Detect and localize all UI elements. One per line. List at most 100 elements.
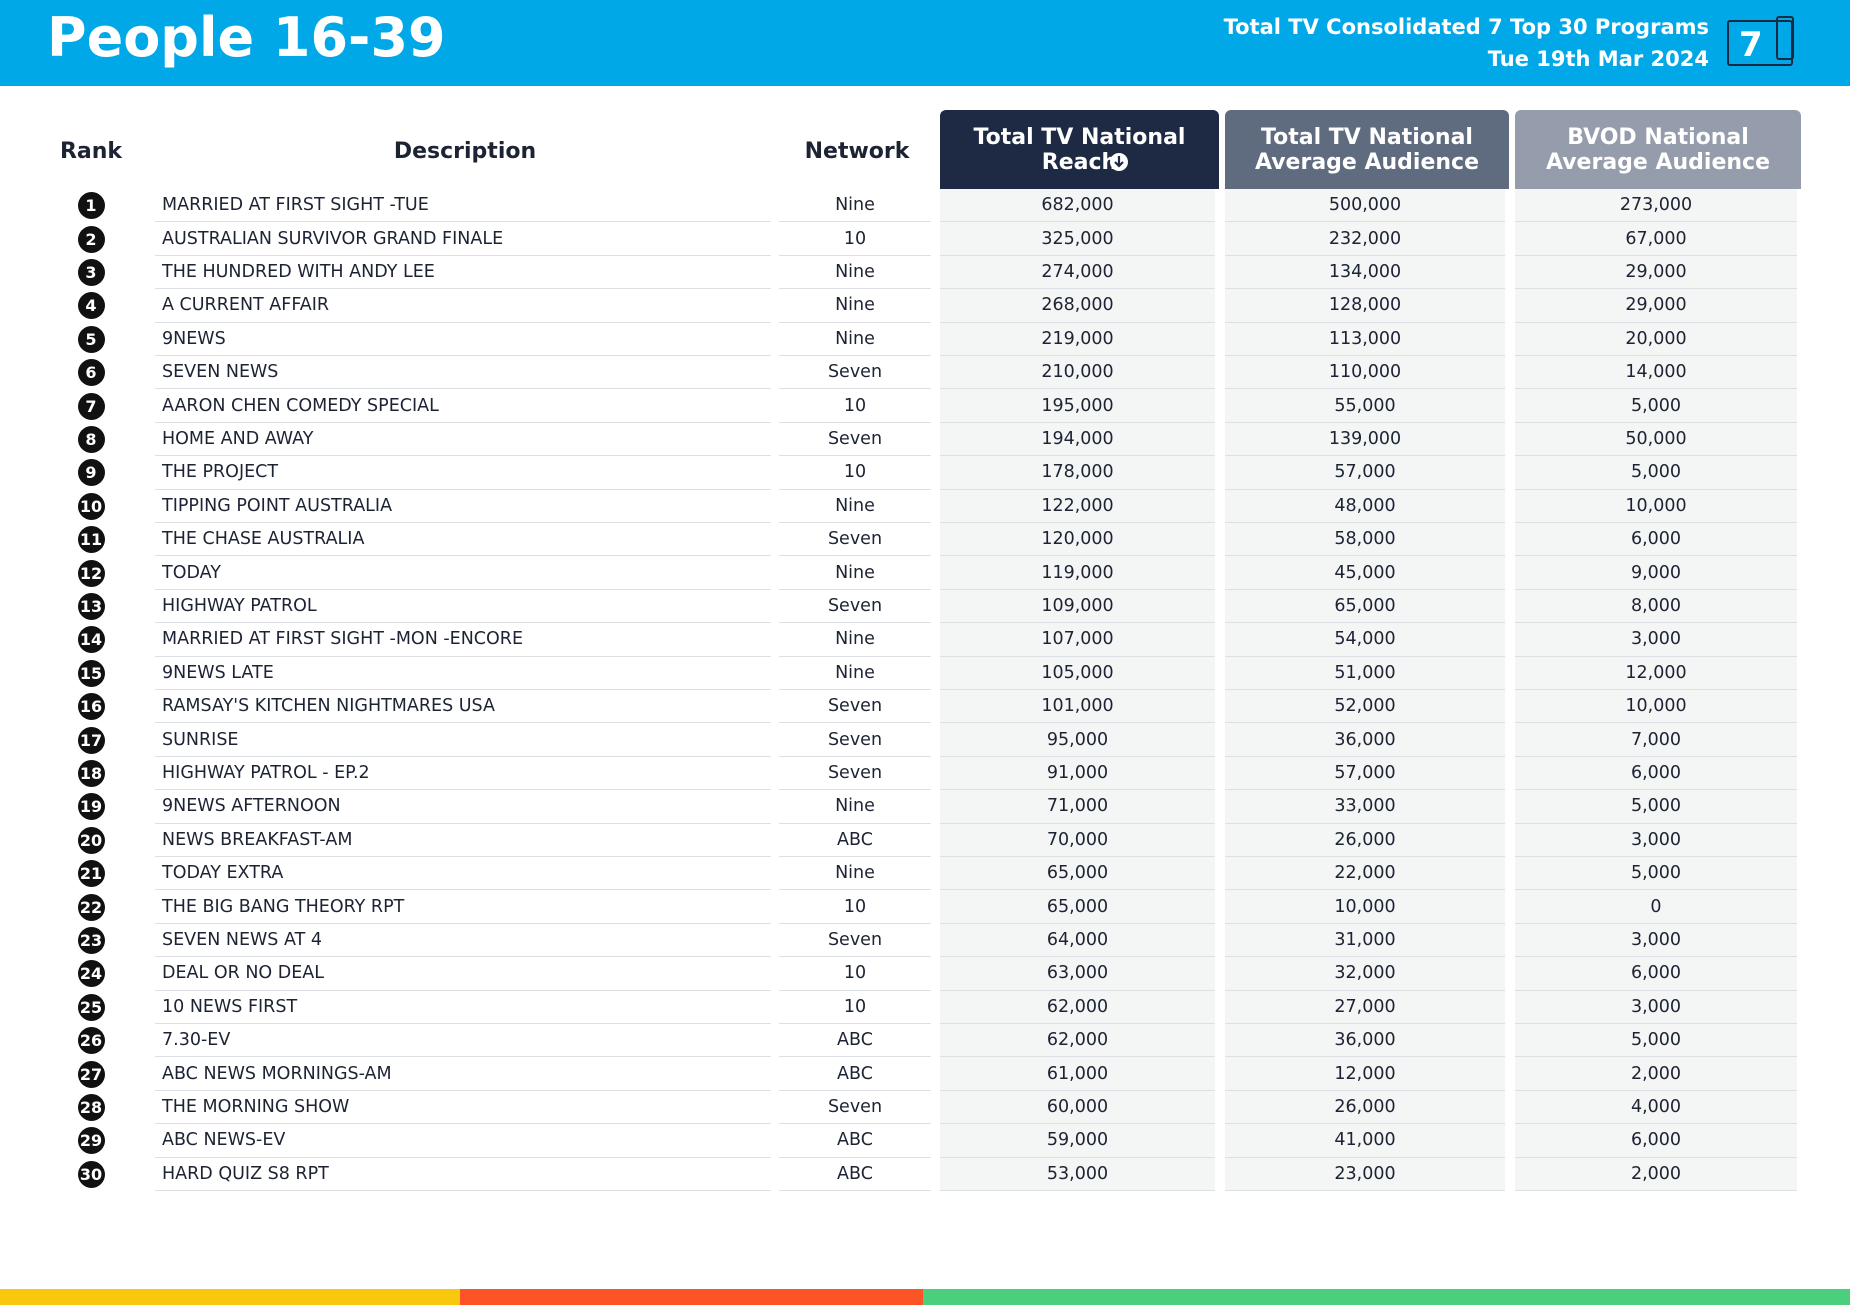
- description-cell: ABC NEWS MORNINGS-AM: [155, 1057, 771, 1091]
- rank-cell: 15: [50, 657, 132, 690]
- description-cell: 9NEWS AFTERNOON: [155, 790, 771, 824]
- network-cell: Nine: [779, 189, 931, 223]
- network-cell: ABC: [779, 1124, 931, 1158]
- description-cell: 10 NEWS FIRST: [155, 991, 771, 1024]
- reach-cell: 210,000: [940, 356, 1215, 390]
- network-cell: 10: [779, 890, 931, 924]
- bvod-audience-cell: 4,000: [1515, 1090, 1797, 1125]
- average-audience-cell: 500,000: [1225, 189, 1505, 223]
- average-audience-cell: 26,000: [1225, 823, 1505, 857]
- rank-badge: 23: [77, 926, 105, 954]
- network-cell: ABC: [779, 824, 931, 857]
- column-header: Description: [393, 138, 537, 164]
- rank-cell: 4: [50, 289, 132, 322]
- description-cell: A CURRENT AFFAIR: [155, 289, 771, 323]
- average-audience-cell: 55,000: [1225, 389, 1505, 423]
- reach-cell: 268,000: [940, 289, 1215, 323]
- rank-badge: 3: [77, 258, 105, 286]
- network-cell: Seven: [779, 924, 931, 958]
- average-audience-cell: 12,000: [1225, 1057, 1505, 1091]
- average-audience-cell: 41,000: [1225, 1124, 1505, 1158]
- description-cell: HIGHWAY PATROL: [155, 590, 771, 624]
- average-audience-cell: 54,000: [1225, 623, 1505, 657]
- network-cell: Seven: [779, 523, 931, 557]
- bvod-audience-cell: 5,000: [1515, 1024, 1797, 1058]
- reach-cell: 62,000: [940, 1024, 1215, 1058]
- bvod-audience-cell: 7,000: [1515, 723, 1797, 757]
- rank-badge: 22: [77, 893, 105, 921]
- average-audience-cell: 139,000: [1225, 422, 1505, 457]
- bvod-audience-cell: 50,000: [1515, 422, 1797, 457]
- page-title: People 16-39: [47, 6, 446, 69]
- description-cell: NEWS BREAKFAST-AM: [155, 824, 771, 857]
- rank-cell: 16: [50, 690, 132, 723]
- rank-cell: 19: [50, 790, 132, 823]
- description-cell: DEAL OR NO DEAL: [155, 957, 771, 991]
- rank-badge: 20: [77, 826, 105, 854]
- network-cell: Seven: [779, 757, 931, 791]
- description-cell: THE PROJECT: [155, 456, 771, 490]
- description-cell: AARON CHEN COMEDY SPECIAL: [155, 389, 771, 423]
- rank-badge: 10: [77, 492, 105, 520]
- reach-cell: 119,000: [940, 556, 1215, 590]
- bvod-audience-cell: 5,000: [1515, 389, 1797, 423]
- reach-cell: 109,000: [940, 589, 1215, 624]
- average-audience-cell: 57,000: [1225, 456, 1505, 490]
- bvod-audience-cell: 3,000: [1515, 990, 1797, 1024]
- rank-badge: 21: [77, 860, 105, 888]
- rank-cell: 18: [50, 757, 132, 790]
- reach-cell: 178,000: [940, 456, 1215, 490]
- reach-cell: 682,000: [940, 189, 1215, 223]
- bvod-audience-cell: 5,000: [1515, 790, 1797, 824]
- bvod-audience-cell: 8,000: [1515, 589, 1797, 624]
- description-cell: THE BIG BANG THEORY RPT: [155, 890, 771, 924]
- description-cell: SUNRISE: [155, 723, 771, 757]
- rank-badge: 8: [77, 425, 105, 453]
- description-cell: HOME AND AWAY: [155, 423, 771, 457]
- rank-badge: 6: [77, 359, 105, 387]
- bvod-audience-cell: 3,000: [1515, 823, 1797, 857]
- header-bar: People 16-39 Total TV Consolidated 7 Top…: [0, 0, 1850, 86]
- bvod-audience-cell: 3,000: [1515, 623, 1797, 657]
- bvod-audience-cell: 0: [1515, 890, 1797, 924]
- bvod-audience-cell: 29,000: [1515, 289, 1797, 323]
- description-cell: 9NEWS LATE: [155, 657, 771, 690]
- stripe: [0, 1289, 460, 1305]
- average-audience-cell: 134,000: [1225, 255, 1505, 290]
- rank-badge: 30: [77, 1160, 105, 1188]
- rank-cell: 1: [50, 189, 132, 222]
- description-cell: 9NEWS: [155, 323, 771, 356]
- rank-badge: 14: [77, 626, 105, 654]
- bvod-audience-cell: 10,000: [1515, 489, 1797, 523]
- reach-cell: 105,000: [940, 656, 1215, 690]
- average-audience-cell: 113,000: [1225, 322, 1505, 356]
- network-cell: 10: [779, 389, 931, 423]
- network-cell: Nine: [779, 556, 931, 590]
- average-audience-cell: 10,000: [1225, 890, 1505, 924]
- reach-cell: 60,000: [940, 1090, 1215, 1125]
- average-audience-cell: 22,000: [1225, 857, 1505, 891]
- bvod-audience-cell: 29,000: [1515, 255, 1797, 290]
- reach-cell: 91,000: [940, 756, 1215, 791]
- reach-cell: 194,000: [940, 422, 1215, 457]
- rank-cell: 30: [50, 1158, 132, 1191]
- network-cell: Nine: [779, 256, 931, 290]
- sort-icon[interactable]: [1108, 151, 1130, 173]
- average-audience-cell: 48,000: [1225, 489, 1505, 523]
- bvod-audience-cell: 3,000: [1515, 923, 1797, 958]
- description-cell: THE HUNDRED WITH ANDY LEE: [155, 256, 771, 290]
- average-audience-cell: 45,000: [1225, 556, 1505, 590]
- bvod-audience-cell: 5,000: [1515, 857, 1797, 891]
- rank-cell: 11: [50, 523, 132, 556]
- rank-cell: 20: [50, 824, 132, 857]
- network-cell: Nine: [779, 657, 931, 690]
- average-audience-cell: 33,000: [1225, 790, 1505, 824]
- bvod-audience-cell: 14,000: [1515, 356, 1797, 390]
- network-cell: Nine: [779, 857, 931, 891]
- rank-badge: 17: [77, 726, 105, 754]
- network-cell: 10: [779, 222, 931, 256]
- reach-cell: 62,000: [940, 990, 1215, 1024]
- average-audience-cell: 110,000: [1225, 356, 1505, 390]
- column-header: Total TV National Reach: [940, 110, 1219, 189]
- rank-cell: 9: [50, 456, 132, 489]
